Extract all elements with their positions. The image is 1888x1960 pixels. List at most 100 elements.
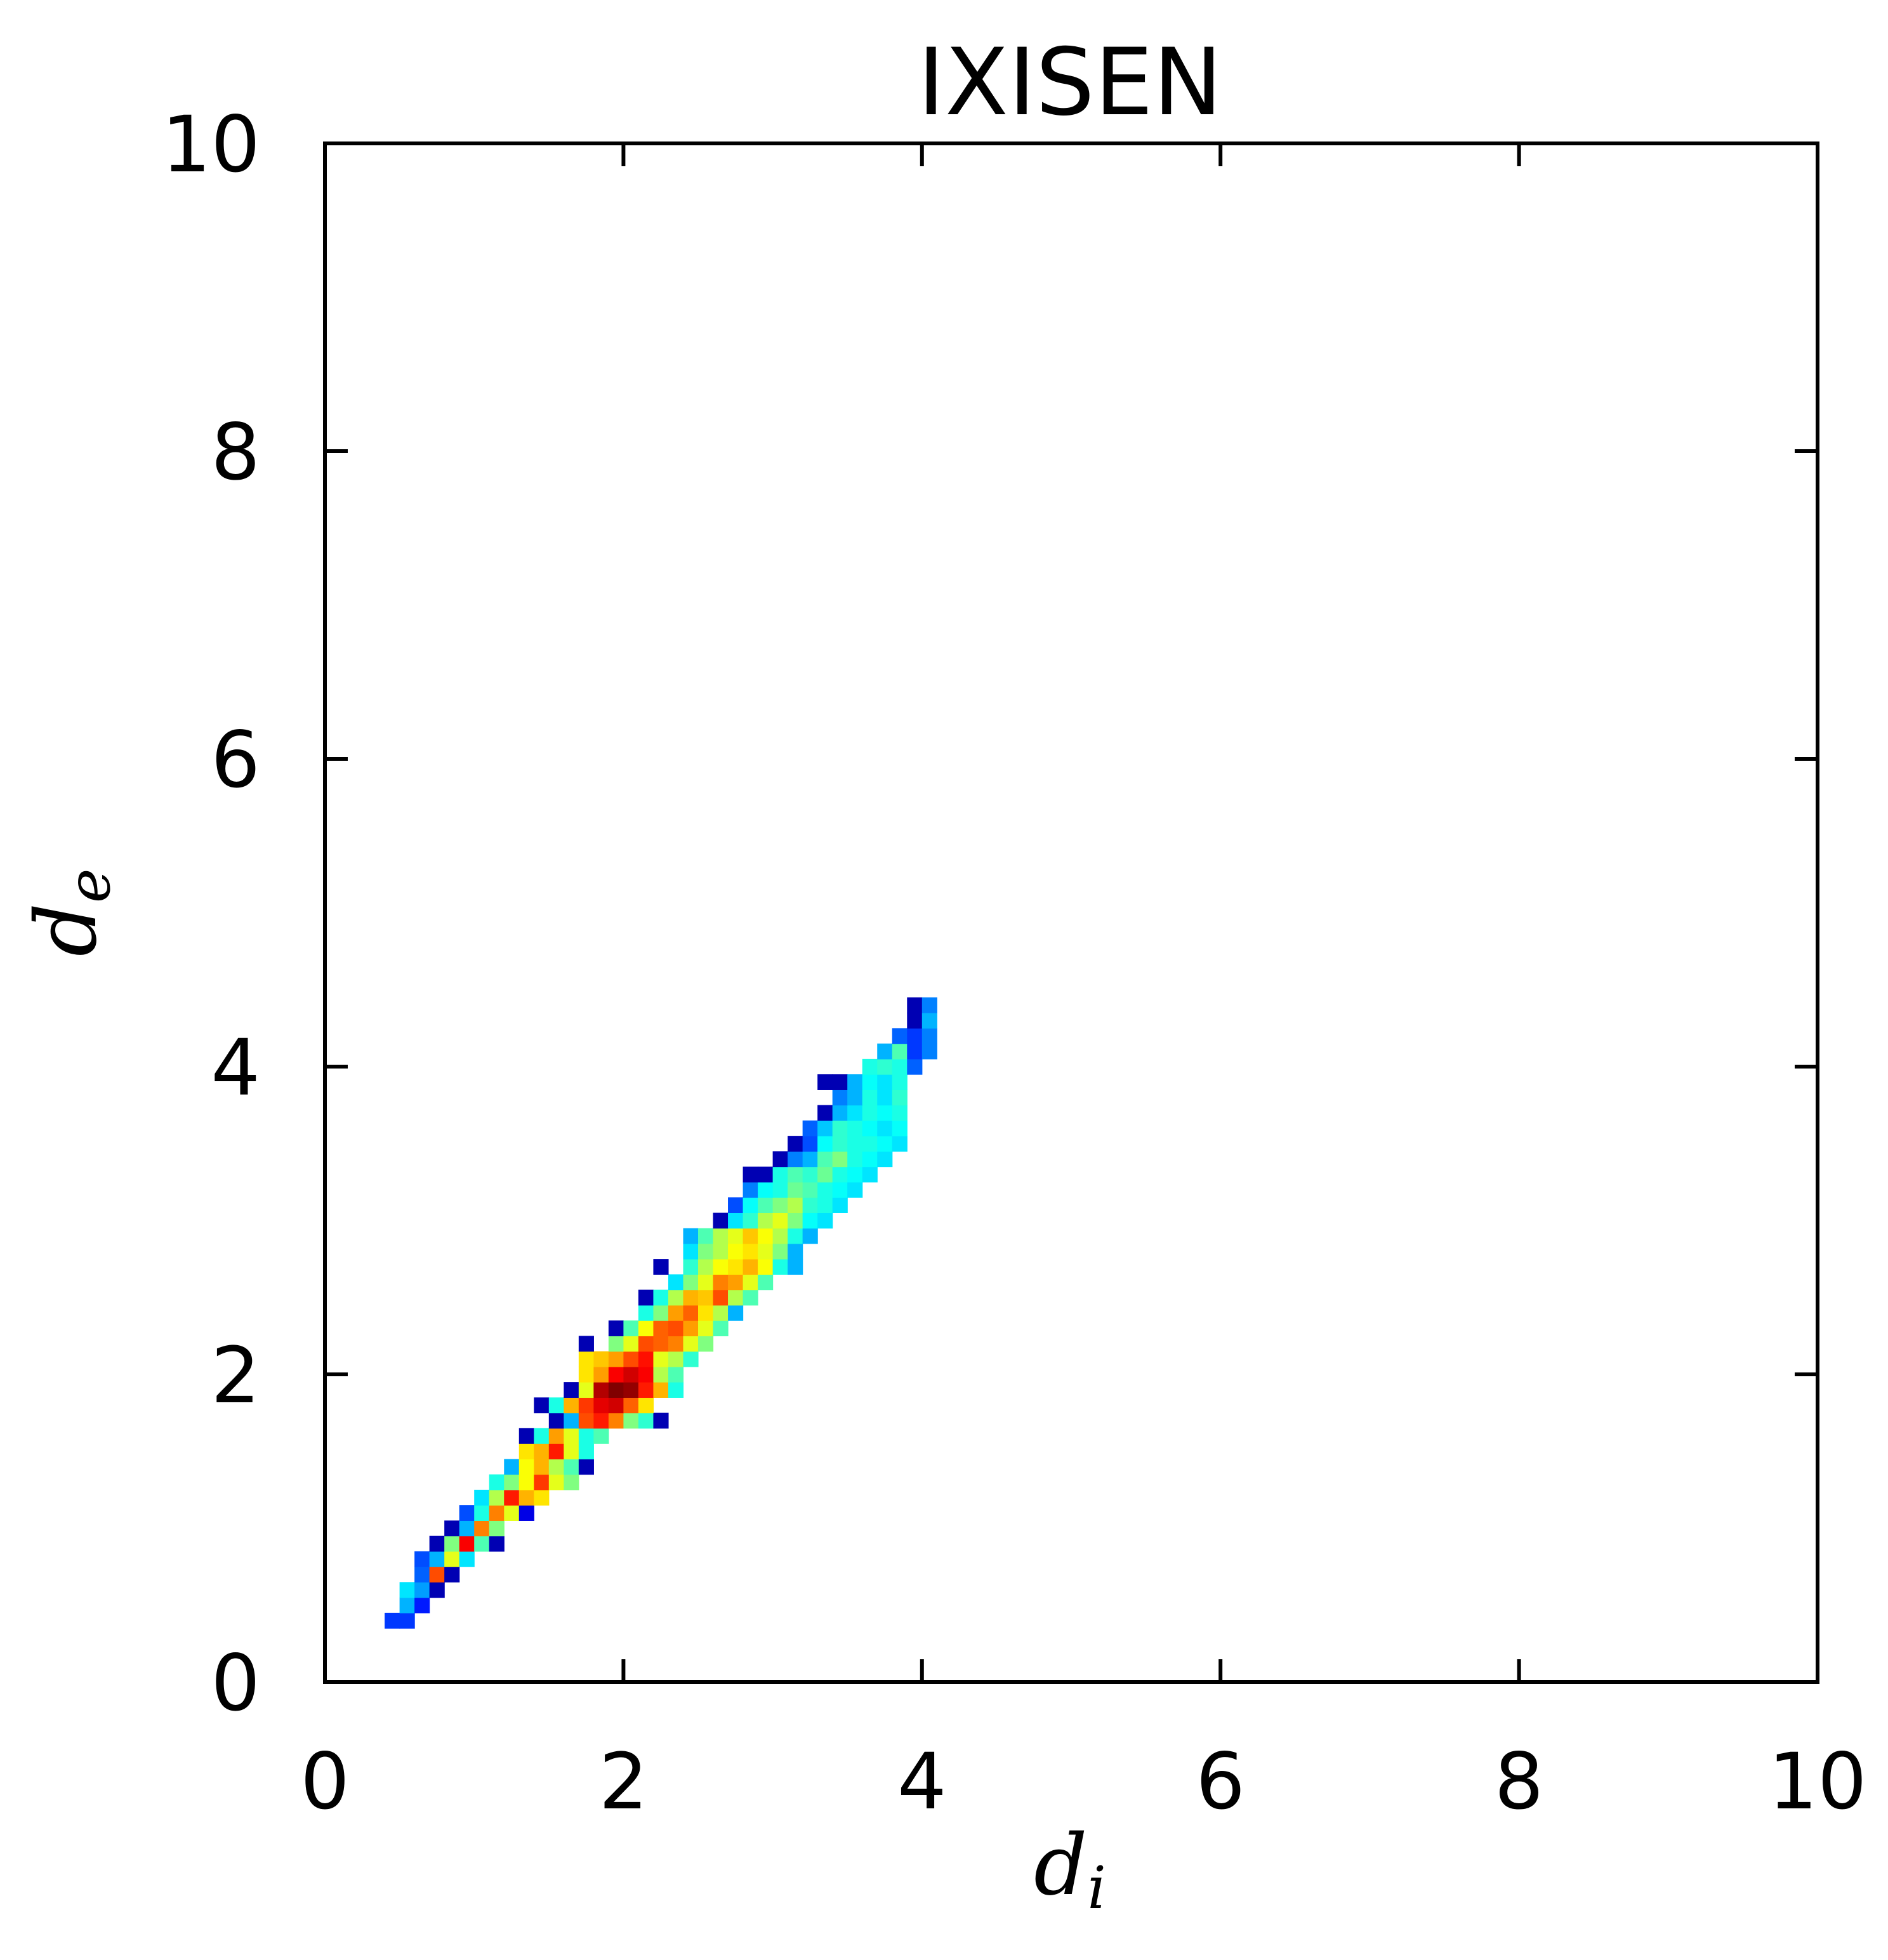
heatmap-cell xyxy=(608,1336,624,1352)
heatmap-cell xyxy=(698,1274,714,1291)
heatmap-cell xyxy=(623,1397,639,1414)
heatmap-cell xyxy=(862,1105,878,1121)
heatmap-cell xyxy=(728,1228,744,1244)
heatmap-cell xyxy=(728,1243,744,1260)
heatmap-cell xyxy=(683,1336,699,1352)
heatmap-cell xyxy=(907,1058,923,1075)
y-tick-label: 2 xyxy=(211,1331,260,1421)
heatmap-cell xyxy=(788,1136,803,1152)
heatmap-cell xyxy=(653,1320,669,1336)
heatmap-cell xyxy=(653,1351,669,1367)
heatmap-cell xyxy=(772,1213,788,1229)
heatmap-cell xyxy=(921,1028,937,1044)
heatmap-cell xyxy=(847,1089,863,1106)
heatmap-cell xyxy=(713,1259,729,1275)
heatmap-cell xyxy=(668,1351,684,1367)
heatmap-cell xyxy=(608,1320,624,1336)
heatmap-cell xyxy=(578,1366,594,1383)
x-tick-label: 6 xyxy=(1196,1737,1245,1827)
heatmap-cell xyxy=(414,1597,430,1614)
heatmap-cell xyxy=(548,1459,564,1475)
heatmap-cell xyxy=(743,1289,758,1306)
heatmap-cell xyxy=(772,1151,788,1167)
heatmap-cell xyxy=(832,1151,848,1167)
heatmap-cell xyxy=(504,1474,520,1490)
heatmap-cell xyxy=(444,1520,460,1537)
heatmap-cell xyxy=(758,1197,774,1213)
heatmap-cell xyxy=(907,1013,923,1029)
heatmap-cell xyxy=(578,1382,594,1398)
x-tick-label: 0 xyxy=(300,1737,350,1827)
heatmap-cell xyxy=(832,1120,848,1136)
heatmap-cell xyxy=(802,1213,818,1229)
heatmap-cell xyxy=(743,1243,758,1260)
heatmap-cell xyxy=(414,1567,430,1582)
plot-frame xyxy=(323,141,1819,1684)
heatmap-cell xyxy=(877,1136,893,1152)
heatmap-cell xyxy=(564,1474,579,1490)
heatmap-cell xyxy=(429,1567,445,1582)
heatmap-cell xyxy=(623,1366,639,1383)
x-tick-label: 4 xyxy=(897,1737,947,1827)
heatmap-cell xyxy=(728,1305,744,1321)
heatmap-cell xyxy=(802,1151,818,1167)
heatmap-cell xyxy=(788,1197,803,1213)
heatmap-cell xyxy=(862,1151,878,1167)
heatmap-cell xyxy=(907,1028,923,1044)
heatmap-cell xyxy=(758,1181,774,1198)
heatmap-cell xyxy=(802,1166,818,1183)
heatmap-cell xyxy=(608,1382,624,1398)
heatmap-cell xyxy=(728,1274,744,1291)
heatmap-cell xyxy=(772,1259,788,1275)
heatmap-cell xyxy=(668,1320,684,1336)
heatmap-cell xyxy=(548,1397,564,1414)
heatmap-cell xyxy=(578,1336,594,1352)
y-axis-label: de xyxy=(18,869,123,957)
heatmap-cell xyxy=(802,1120,818,1136)
heatmap-cell xyxy=(429,1536,445,1552)
heatmap-cell xyxy=(698,1336,714,1352)
heatmap-cell xyxy=(683,1351,699,1367)
heatmap-cell xyxy=(788,1151,803,1167)
heatmap-cell xyxy=(399,1582,415,1598)
heatmap-cell xyxy=(653,1289,669,1306)
heatmap-cell xyxy=(593,1397,609,1414)
heatmap-cell xyxy=(474,1505,490,1521)
heatmap-cell xyxy=(698,1305,714,1321)
heatmap-cell xyxy=(683,1259,699,1275)
heatmap-cell xyxy=(623,1336,639,1352)
y-tick-label: 4 xyxy=(211,1023,260,1113)
heatmap-cell xyxy=(444,1551,460,1567)
heatmap-cell xyxy=(564,1382,579,1398)
heatmap-cell xyxy=(802,1228,818,1244)
heatmap-cell xyxy=(578,1351,594,1367)
heatmap-cell xyxy=(534,1459,550,1475)
heatmap-cell xyxy=(683,1274,699,1291)
heatmap-cell xyxy=(817,1213,833,1229)
heatmap-cell xyxy=(653,1412,669,1429)
heatmap-cell xyxy=(653,1382,669,1398)
heatmap-cell xyxy=(892,1105,908,1121)
heatmap-cell xyxy=(668,1382,684,1398)
heatmap-cell xyxy=(772,1181,788,1198)
heatmap-cell xyxy=(713,1274,729,1291)
heatmap-cell xyxy=(698,1243,714,1260)
heatmap-cell xyxy=(653,1336,669,1352)
heatmap-cell xyxy=(638,1397,654,1414)
heatmap-cell xyxy=(892,1120,908,1136)
heatmap-cell xyxy=(518,1444,534,1459)
heatmap-cell xyxy=(802,1197,818,1213)
heatmap-cell xyxy=(593,1351,609,1367)
heatmap-cell xyxy=(892,1136,908,1152)
heatmap-cell xyxy=(847,1105,863,1121)
heatmap-cell xyxy=(518,1474,534,1490)
heatmap-cell xyxy=(534,1428,550,1444)
heatmap-cell xyxy=(713,1243,729,1260)
y-tick-label: 6 xyxy=(211,715,260,805)
heatmap-cell xyxy=(758,1274,774,1291)
heatmap-cell xyxy=(518,1428,534,1444)
heatmap-cell xyxy=(504,1459,520,1475)
heatmap-cell xyxy=(743,1259,758,1275)
heatmap-cell xyxy=(564,1459,579,1475)
